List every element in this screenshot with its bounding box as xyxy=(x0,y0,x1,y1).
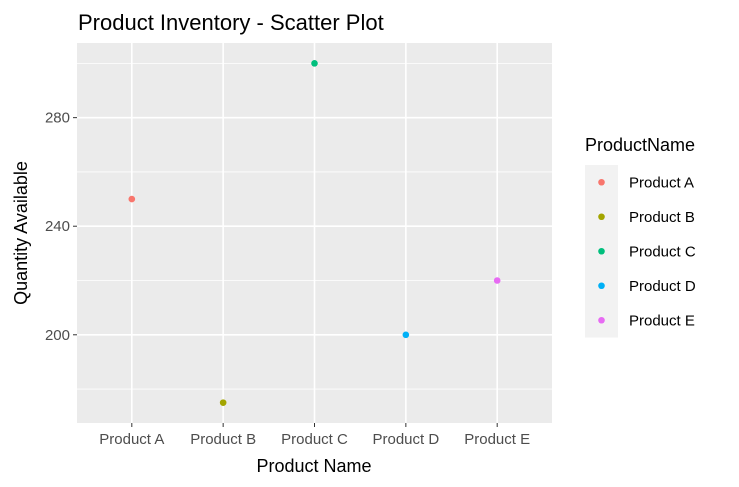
y-axis-title: Quantity Available xyxy=(11,161,31,305)
x-tick-label: Product A xyxy=(99,431,164,448)
y-axis: 200 240 280 xyxy=(45,110,77,344)
y-tick-label: 200 xyxy=(45,327,70,344)
x-axis: Product A Product B Product C Product D Prod… xyxy=(99,423,530,448)
legend-items: Product A Product B Product C Product D Prod… xyxy=(585,165,696,338)
legend-key-point xyxy=(598,213,605,221)
x-tick-label: Product C xyxy=(281,431,348,448)
x-tick-label: Product B xyxy=(190,431,256,448)
major-gridlines xyxy=(77,43,552,423)
legend-label: Product A xyxy=(629,174,694,191)
legend-key-point xyxy=(598,247,605,255)
data-point xyxy=(128,195,136,203)
legend-label: Product C xyxy=(629,243,696,260)
plot-panel xyxy=(77,43,552,423)
chart-title: Product Inventory - Scatter Plot xyxy=(78,10,384,35)
data-point xyxy=(402,331,410,339)
legend-label: Product D xyxy=(629,278,696,295)
data-points xyxy=(128,60,501,406)
x-tick-label: Product D xyxy=(372,431,439,448)
data-point xyxy=(219,399,227,406)
legend-label: Product B xyxy=(629,209,695,226)
x-axis-title: Product Name xyxy=(256,456,371,476)
legend-label: Product E xyxy=(629,312,695,329)
y-tick-label: 280 xyxy=(45,110,70,127)
y-tick-label: 240 xyxy=(45,218,70,235)
legend-key-point xyxy=(598,316,605,324)
data-point xyxy=(493,277,501,284)
legend-key-point xyxy=(598,178,605,186)
legend-key-point xyxy=(598,282,605,290)
x-tick-label: Product E xyxy=(464,431,530,448)
legend-title: ProductName xyxy=(585,135,695,155)
data-point xyxy=(311,60,318,67)
